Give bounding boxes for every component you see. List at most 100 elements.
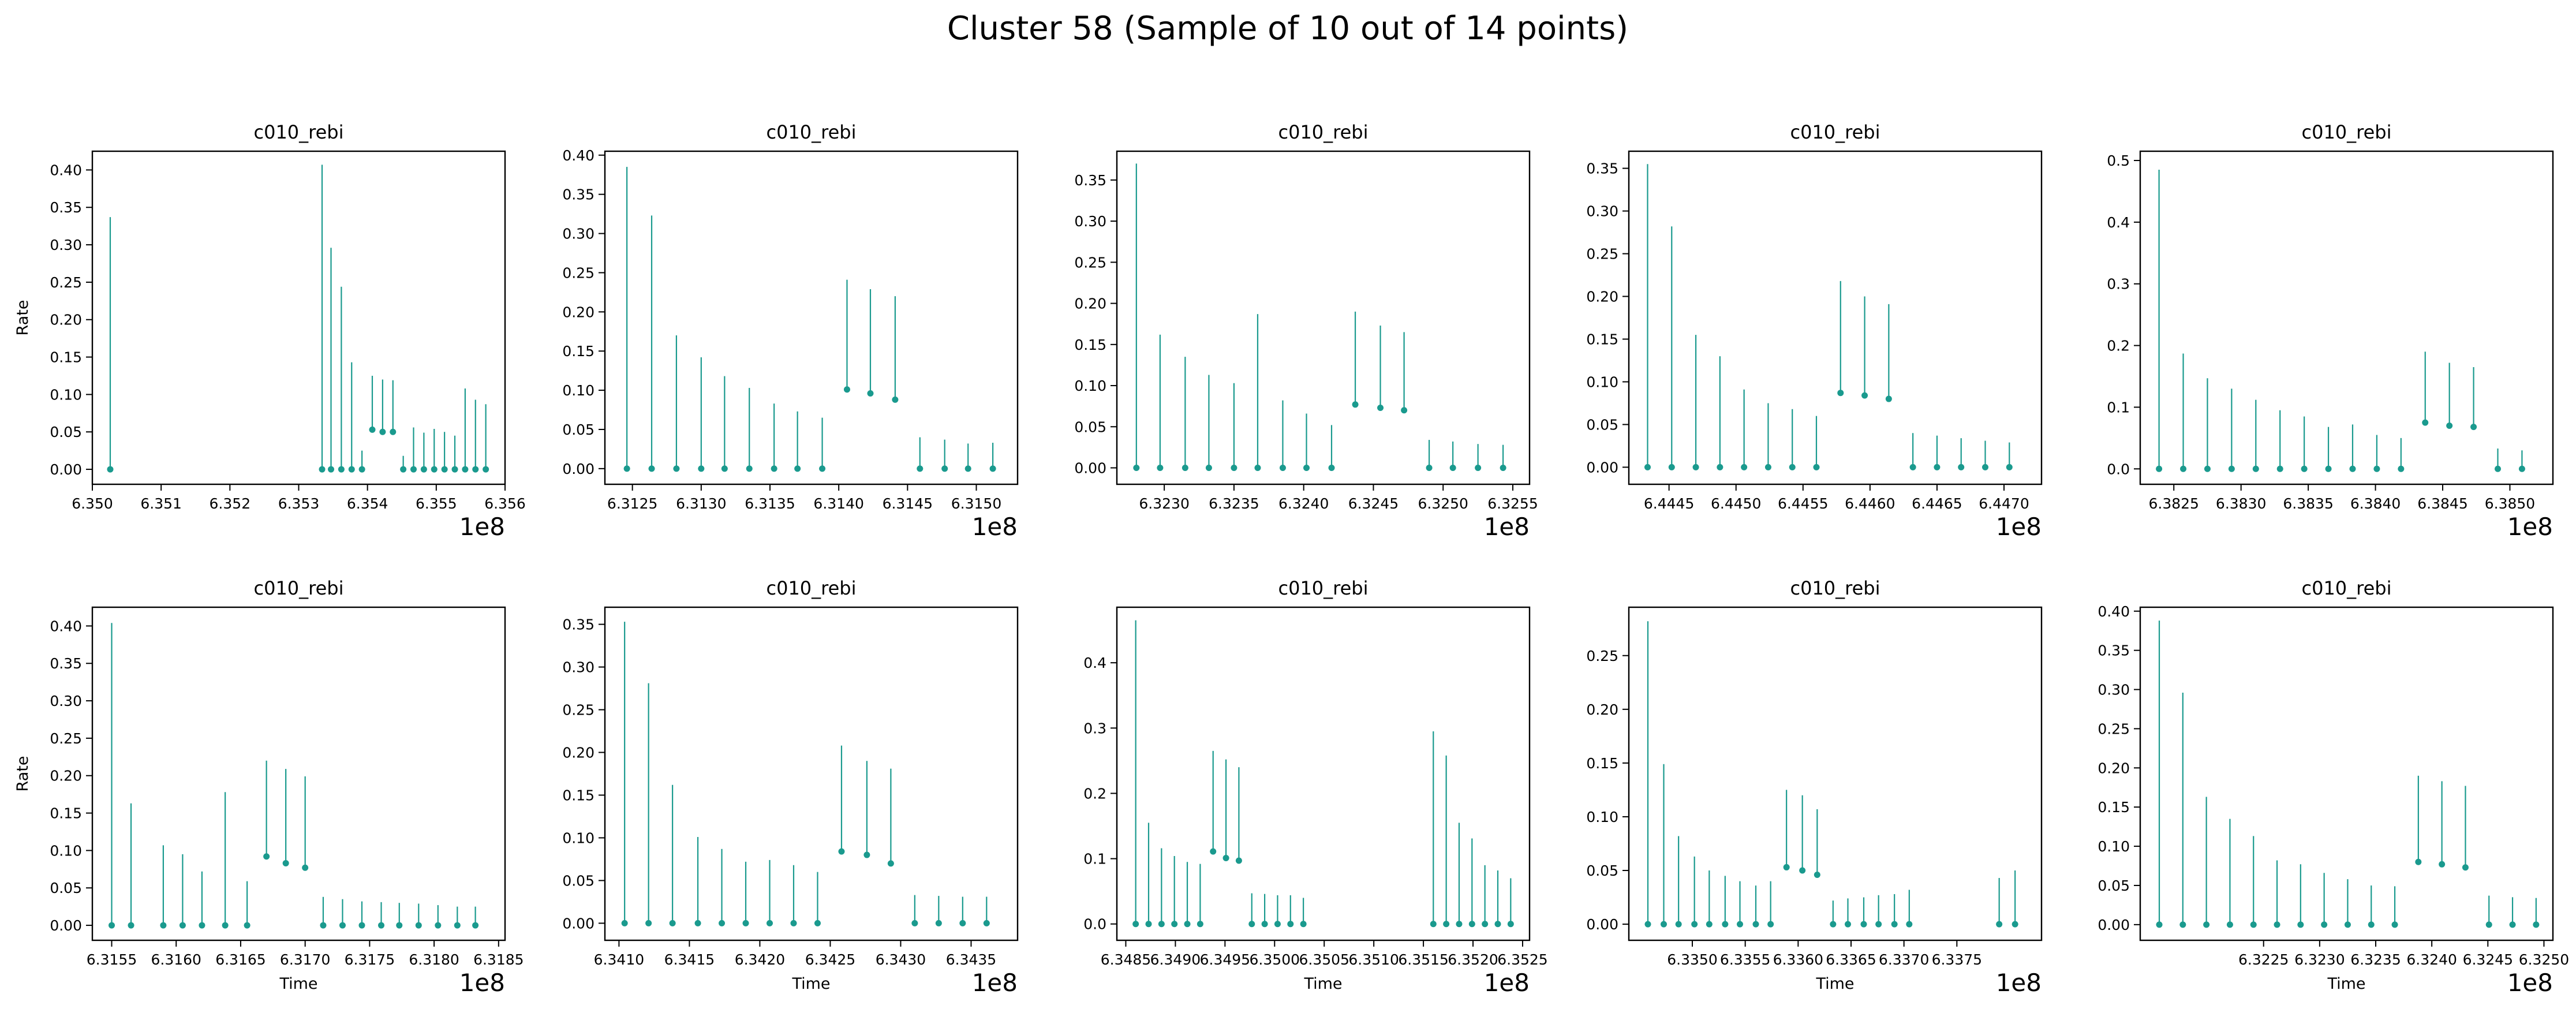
data-series [1644, 621, 2018, 928]
data-point [814, 920, 821, 926]
data-point [2252, 465, 2259, 472]
subplot-1: c010_rebi 6.350 6.351 6.352 6.353 6.354 6.355 6… [14, 121, 526, 541]
data-point [319, 466, 326, 473]
data-point [2462, 864, 2469, 871]
x-tick-label: 6.3515 [1398, 951, 1448, 968]
data-point [1443, 921, 1450, 928]
data-point [645, 920, 652, 926]
data-point [302, 864, 309, 871]
data-series [2156, 621, 2540, 928]
y-tick-label: 0.10 [1586, 373, 1618, 390]
data-point [2509, 921, 2516, 928]
y-tick-label: 0.00 [50, 461, 82, 478]
data-point [282, 859, 289, 866]
y-tick-label: 0.05 [562, 872, 595, 889]
x-tick-label: 6.350 [72, 495, 113, 512]
data-point [887, 860, 894, 867]
x-tick-label: 6.4455 [1778, 495, 1828, 512]
data-point [263, 853, 270, 860]
data-point [1184, 921, 1191, 928]
x-tick-label: 6.3375 [1932, 951, 1982, 968]
x-offset-label: 1e8 [459, 969, 505, 997]
data-point [454, 922, 461, 929]
x-tick-label: 6.3420 [735, 951, 785, 968]
data-point [843, 386, 850, 393]
data-point [320, 922, 327, 929]
y-tick-label: 0.35 [50, 655, 82, 672]
subplot-title: c010_rebi [1790, 121, 1880, 143]
data-point [2446, 422, 2453, 429]
x-tick-label: 6.4460 [1845, 495, 1895, 512]
data-series [1133, 163, 1506, 472]
data-point [420, 466, 427, 473]
y-tick-label: 0.05 [1074, 418, 1106, 435]
x-tick-label: 6.3135 [745, 495, 795, 512]
x-offset-label: 1e8 [1996, 513, 2042, 541]
y-tick-label: 0.20 [1074, 296, 1106, 312]
data-point [2297, 921, 2304, 928]
subplot-title: c010_rebi [253, 121, 343, 143]
data-series [109, 623, 479, 929]
x-tick-label: 6.3425 [805, 951, 855, 968]
y-tick-label: 0.25 [1586, 648, 1618, 664]
data-point [358, 466, 365, 473]
data-series [1132, 620, 1514, 928]
y-tick-label: 0.10 [1074, 378, 1106, 394]
data-point [1813, 464, 1820, 470]
data-point [1875, 921, 1882, 928]
data-point [410, 466, 417, 473]
x-tick-label: 6.3185 [473, 951, 524, 968]
x-tick-label: 6.3140 [813, 495, 863, 512]
y-tick-label: 0.10 [562, 829, 595, 846]
x-tick-label: 6.3495 [1200, 951, 1250, 968]
data-point [1845, 921, 1851, 928]
x-tick-label: 6.4470 [1979, 495, 2029, 512]
y-tick-label: 0.05 [50, 880, 82, 896]
data-point [721, 465, 728, 472]
y-tick-label: 0.05 [2098, 877, 2130, 894]
data-point [863, 851, 870, 858]
data-point [1482, 921, 1489, 928]
data-point [1644, 921, 1651, 928]
subplot-6: c010_rebi 6.3155 6.3160 6.3165 6.3170 6.3175 6… [14, 577, 524, 997]
x-tick-label: 6.3350 [1667, 951, 1717, 968]
y-tick-label: 0.35 [1586, 160, 1618, 177]
subplot-title: c010_rebi [766, 577, 856, 599]
x-axis-label: Time [2327, 975, 2365, 993]
data-point [867, 390, 874, 397]
data-point [1861, 392, 1868, 399]
x-tick-label: 6.3430 [876, 951, 926, 968]
x-tick-label: 6.3145 [883, 495, 933, 512]
y-tick-label: 0.20 [1586, 289, 1618, 305]
data-point [400, 466, 407, 473]
data-point [983, 920, 990, 926]
data-point [435, 922, 442, 929]
data-point [1197, 921, 1203, 928]
axes-frame [2139, 150, 2554, 485]
subplot-2: c010_rebi 6.3125 6.3130 6.3135 6.3140 6.3145 6… [562, 121, 1019, 541]
x-tick-label: 6.3230 [2294, 951, 2345, 968]
data-point [2470, 424, 2477, 431]
data-point [719, 920, 726, 926]
x-offset-label: 1e8 [459, 513, 505, 541]
data-point [1837, 390, 1844, 397]
x-tick-label: 6.3435 [946, 951, 996, 968]
axes-frame [1116, 150, 1531, 485]
data-point [107, 466, 114, 473]
y-tick-label: 0.35 [1074, 172, 1106, 189]
y-tick-label: 0.15 [50, 805, 82, 822]
y-tick-label: 0.30 [2098, 682, 2130, 698]
x-tick-label: 6.3235 [1209, 495, 1259, 512]
data-point [790, 920, 797, 926]
data-point [1891, 921, 1898, 928]
data-series [621, 622, 990, 926]
data-point [2204, 465, 2211, 472]
data-point [2344, 921, 2351, 928]
data-point [1692, 464, 1699, 470]
data-point [338, 466, 345, 473]
data-point [892, 396, 899, 403]
data-point [959, 920, 966, 926]
subplot-10: c010_rebi 6.3225 6.3230 6.3235 6.3240 6.3245 6… [2098, 577, 2569, 997]
data-point [451, 466, 458, 473]
data-point [1210, 848, 1217, 855]
